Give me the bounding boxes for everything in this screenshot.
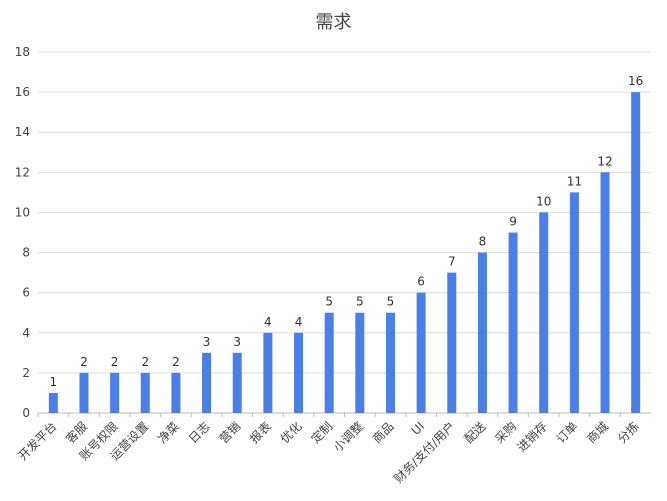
- chart-title: 需求: [315, 12, 352, 33]
- x-tick-label: 定制: [308, 419, 336, 447]
- y-tick-label: 14: [15, 125, 30, 139]
- x-tick-label: 分拣: [614, 419, 642, 447]
- y-tick-label: 6: [22, 286, 30, 300]
- data-label: 6: [417, 275, 425, 289]
- y-tick-label: 8: [22, 246, 30, 260]
- bar: [539, 212, 549, 413]
- data-label: 2: [172, 355, 180, 369]
- bar: [385, 312, 395, 413]
- x-tick-label: 日志: [186, 419, 213, 446]
- bar: [263, 332, 273, 413]
- bar: [324, 312, 334, 413]
- y-tick-label: 2: [22, 366, 30, 380]
- data-label: 11: [567, 174, 582, 188]
- bar: [447, 272, 457, 413]
- data-label: 5: [325, 295, 333, 309]
- bar: [294, 332, 304, 413]
- x-tick-label: 报表: [246, 419, 274, 447]
- x-tick-label: 小调整: [330, 419, 366, 455]
- bar: [600, 172, 610, 413]
- data-label: 16: [628, 74, 643, 88]
- bar: [140, 372, 150, 413]
- data-label: 10: [536, 194, 551, 208]
- data-label: 7: [448, 255, 456, 269]
- bar: [48, 392, 58, 413]
- data-label: 4: [295, 315, 303, 329]
- bar: [416, 292, 426, 413]
- data-label: 3: [203, 335, 211, 349]
- bar: [79, 372, 89, 413]
- bar: [631, 92, 641, 413]
- data-label: 3: [233, 335, 241, 349]
- x-tick-label: 订单: [554, 419, 581, 446]
- bar: [202, 352, 212, 413]
- y-tick-label: 16: [15, 85, 30, 99]
- x-tick-label: 进销存: [514, 419, 549, 454]
- x-tick-label: 营销: [216, 419, 243, 446]
- gridlines: [38, 51, 651, 414]
- bar: [171, 372, 181, 413]
- data-label: 4: [264, 315, 272, 329]
- data-label: 5: [387, 295, 395, 309]
- x-tick-label: 开发平台: [15, 419, 60, 464]
- data-label: 2: [111, 355, 119, 369]
- bar: [110, 372, 120, 413]
- data-label: 9: [509, 215, 517, 229]
- x-tick-label: 商城: [584, 419, 612, 447]
- x-tick-label: UI: [409, 419, 428, 438]
- bar: [569, 192, 579, 413]
- bar: [477, 252, 487, 413]
- bar: [508, 232, 518, 413]
- x-tick-label: 采购: [492, 419, 520, 447]
- y-tick-label: 4: [22, 326, 30, 340]
- bar: [232, 352, 242, 413]
- y-tick-label: 18: [15, 45, 30, 59]
- data-label: 8: [479, 235, 487, 249]
- y-axis-ticks: 0 2 4 6 8 10 12 14 16 18: [15, 45, 30, 420]
- bar: [355, 312, 365, 413]
- bars: [48, 92, 641, 413]
- x-tick-label: 商品: [369, 419, 397, 447]
- data-label: 2: [80, 355, 88, 369]
- x-tick-label: 客服: [63, 419, 91, 447]
- y-tick-label: 0: [22, 406, 30, 420]
- y-tick-label: 12: [15, 165, 30, 179]
- x-tick-label: 净菜: [155, 419, 182, 446]
- data-label: 12: [597, 154, 612, 168]
- data-label: 5: [356, 295, 364, 309]
- x-tick-label: 优化: [278, 419, 305, 446]
- x-tick-label: 配送: [461, 419, 489, 447]
- data-label: 1: [50, 375, 58, 389]
- data-label: 2: [141, 355, 149, 369]
- y-tick-label: 10: [15, 205, 30, 219]
